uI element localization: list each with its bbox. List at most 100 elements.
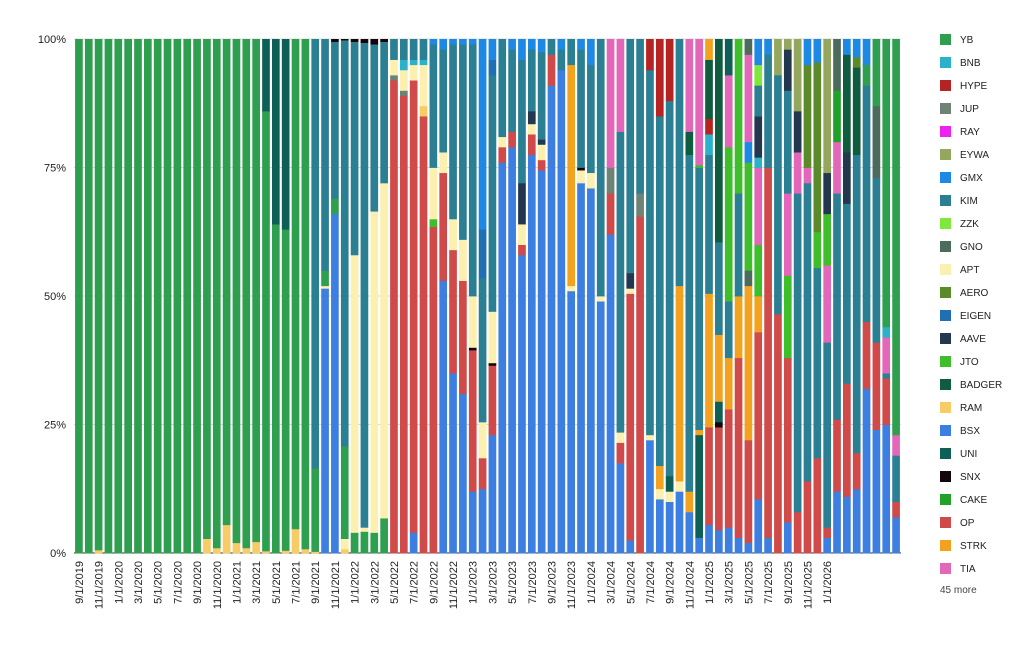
legend-item-ram[interactable]: RAM <box>940 402 982 414</box>
bar-stack <box>114 39 123 554</box>
bar-segment-jup <box>399 90 408 96</box>
legend-item-strk[interactable]: STRK <box>940 540 987 552</box>
legend-swatch <box>940 517 951 528</box>
bar-stack <box>616 39 625 554</box>
bar-segment-kim <box>793 193 802 513</box>
bar-segment-strk <box>567 64 576 287</box>
bar-segment-kim <box>626 39 635 274</box>
legend-swatch <box>940 172 951 183</box>
x-tick-label: 3/1/2022 <box>369 561 381 604</box>
x-tick-label: 3/1/2025 <box>724 561 736 604</box>
legend-label: STRK <box>960 541 987 552</box>
bar-segment-bsx <box>705 524 713 554</box>
bar-stack <box>527 39 536 554</box>
x-tick-label: 5/1/2025 <box>743 561 755 604</box>
bar-segment-gmx <box>557 39 566 50</box>
bar-segment-yb <box>271 224 280 554</box>
bar-segment-hype <box>665 39 674 102</box>
legend-item-apt[interactable]: APT <box>940 264 979 276</box>
bar-segment-uni <box>715 401 723 423</box>
bar-segment-kim <box>823 342 831 528</box>
bar-segment-apt <box>350 254 359 533</box>
legend-item-hype[interactable]: HYPE <box>940 80 988 92</box>
bar-segment-bsx <box>695 537 704 554</box>
legend-item-bsx[interactable]: BSX <box>940 425 980 437</box>
legend-item-zzk[interactable]: ZZK <box>940 218 979 230</box>
legend-item-badger[interactable]: BADGER <box>940 379 1002 391</box>
bar-stack <box>429 39 438 554</box>
x-tick-label: 1/1/2025 <box>704 561 716 604</box>
bar-segment-aave <box>537 139 546 145</box>
legend-more-link[interactable]: 45 more <box>940 585 977 596</box>
x-tick-label: 11/1/2023 <box>566 561 578 609</box>
legend-item-op[interactable]: OP <box>940 517 975 529</box>
bar-stack <box>459 39 467 554</box>
bar-segment-gmx <box>803 39 812 66</box>
legend-item-tia[interactable]: TIA <box>940 563 976 575</box>
legend-item-bnb[interactable]: BNB <box>940 57 981 69</box>
legend-swatch <box>940 356 951 367</box>
bar-stack <box>823 39 831 554</box>
bar-stack <box>281 39 290 554</box>
y-tick-label: 0% <box>50 548 66 560</box>
bar-segment-op <box>616 442 625 464</box>
bar-stack <box>252 39 260 554</box>
legend-item-uni[interactable]: UNI <box>940 448 977 460</box>
bar-segment-kim <box>557 49 566 71</box>
bar-stack <box>193 39 201 554</box>
bar-segment-kim <box>892 455 900 502</box>
legend-label: HYPE <box>960 81 988 92</box>
bar-segment-uni <box>665 475 674 492</box>
legend-item-ray[interactable]: RAY <box>940 126 980 138</box>
legend-swatch <box>940 310 951 321</box>
bar-segment-tia <box>882 337 891 374</box>
x-tick-label: 9/1/2019 <box>74 561 86 604</box>
bar-segment-jup <box>390 74 398 81</box>
legend-item-snx[interactable]: SNX <box>940 471 981 483</box>
bar-segment-tia <box>724 74 733 148</box>
bar-segment-kim <box>754 85 763 117</box>
legend-label: BADGER <box>960 380 1002 391</box>
legend-item-gmx[interactable]: GMX <box>940 172 983 184</box>
bar-stack <box>75 39 83 554</box>
x-tick-label: 1/1/2023 <box>468 561 480 604</box>
legend-swatch <box>940 379 951 390</box>
bar-stack <box>636 39 644 554</box>
bar-segment-bsx <box>852 488 861 554</box>
bar-segment-yb <box>144 39 152 554</box>
bar-segment-op <box>892 501 900 518</box>
bar-segment-gno <box>744 39 753 55</box>
legend-item-eigen[interactable]: EIGEN <box>940 310 991 322</box>
bar-segment-kim <box>636 39 644 194</box>
bar-segment-yb <box>242 39 251 549</box>
legend-item-gno[interactable]: GNO <box>940 241 983 253</box>
bar-segment-kim <box>862 85 871 323</box>
legend-label: JTO <box>960 357 979 368</box>
legend-item-eywa[interactable]: EYWA <box>940 149 989 161</box>
bar-stack <box>655 39 664 554</box>
legend-item-kim[interactable]: KIM <box>940 195 978 207</box>
bar-segment-gmx <box>518 39 526 60</box>
legend-item-yb[interactable]: YB <box>940 34 974 46</box>
bar-segment-yb <box>350 532 359 554</box>
x-tick-label: 3/1/2020 <box>133 561 145 604</box>
legend-swatch <box>940 218 951 229</box>
legend-item-aave[interactable]: AAVE <box>940 333 986 345</box>
legend-item-jup[interactable]: JUP <box>940 103 979 115</box>
bar-segment-kim <box>488 74 497 312</box>
bar-stack <box>183 39 192 554</box>
legend-item-jto[interactable]: JTO <box>940 356 979 368</box>
bar-segment-aave <box>626 272 635 289</box>
legend-item-aero[interactable]: AERO <box>940 287 989 299</box>
bar-stack <box>724 39 733 554</box>
bar-segment-tia <box>616 39 625 132</box>
bar-segment-yb <box>134 39 142 554</box>
bar-stack <box>813 39 822 554</box>
legend-item-cake[interactable]: CAKE <box>940 494 988 506</box>
legend-swatch <box>940 57 951 68</box>
bar-segment-apt <box>399 69 408 91</box>
x-tick-label: 3/1/2021 <box>251 561 263 604</box>
y-tick-label: 50% <box>44 291 66 303</box>
bar-segment-gmx <box>459 39 467 45</box>
bar-segment-gmx <box>754 39 763 66</box>
